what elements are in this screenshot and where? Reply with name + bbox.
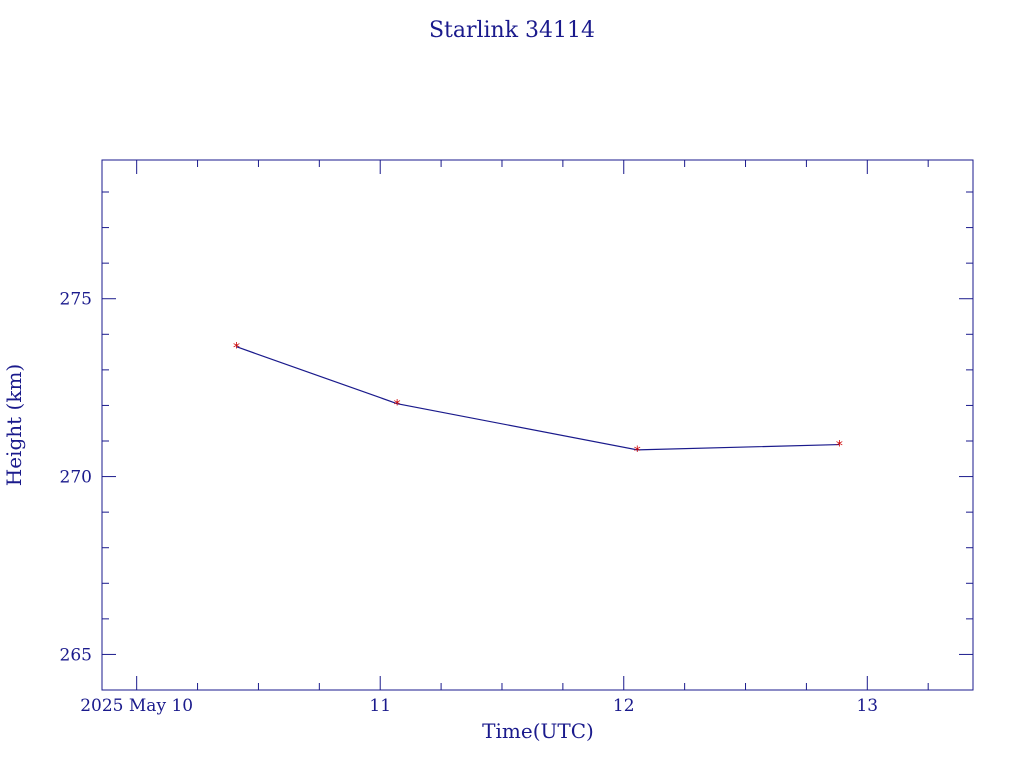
x-tick-label: 11 bbox=[369, 696, 391, 716]
plot-frame bbox=[101, 159, 974, 691]
x-axis-label: Time(UTC) bbox=[482, 719, 594, 743]
series-group: * * * * bbox=[233, 341, 843, 460]
axis-ticks bbox=[102, 160, 973, 691]
data-point-marker: * bbox=[836, 439, 843, 455]
data-point-marker: * bbox=[394, 398, 401, 414]
y-tick-labels: 265 270 275 bbox=[60, 290, 92, 666]
x-tick-label: 12 bbox=[613, 696, 635, 716]
y-tick-label: 275 bbox=[60, 290, 92, 310]
y-axis-label: Height (km) bbox=[2, 364, 26, 486]
x-tick-labels: 2025 May 10 11 12 13 bbox=[80, 696, 878, 716]
y-tick-label: 270 bbox=[60, 468, 92, 488]
data-point-marker: * bbox=[233, 341, 240, 357]
chart-title: Starlink 34114 bbox=[429, 18, 595, 43]
data-point-marker: * bbox=[634, 444, 641, 460]
series-line bbox=[236, 346, 840, 451]
x-tick-label: 2025 May 10 bbox=[80, 696, 193, 716]
y-tick-label: 265 bbox=[60, 645, 92, 665]
x-tick-label: 13 bbox=[856, 696, 878, 716]
